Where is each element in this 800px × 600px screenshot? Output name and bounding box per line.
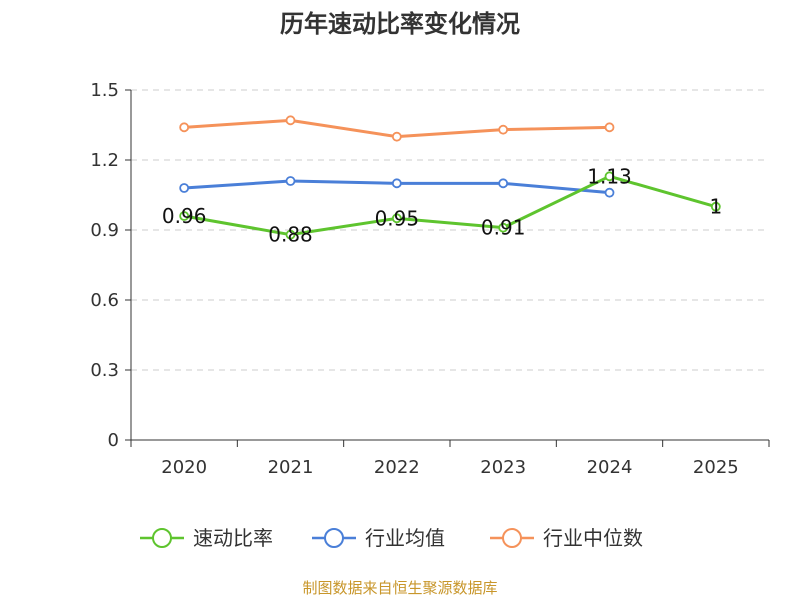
y-tick-label: 0.3 (90, 360, 119, 381)
data-point (285, 115, 296, 126)
data-point (391, 131, 402, 142)
grid-lines (131, 89, 769, 371)
y-tick-label: 1.5 (90, 80, 119, 101)
data-point (604, 122, 615, 133)
source-note: 制图数据来自恒生聚源数据库 (302, 579, 497, 597)
x-tick-label: 2025 (693, 457, 739, 478)
series-2 (179, 115, 615, 142)
data-point (179, 122, 190, 133)
data-label: 0.91 (481, 216, 526, 240)
y-tick-label: 0.6 (90, 290, 119, 311)
series-line (183, 174, 717, 237)
series-group (179, 115, 721, 240)
x-tick-label: 2022 (374, 457, 420, 478)
x-tick-label: 2024 (587, 457, 633, 478)
data-label: 1.13 (587, 164, 632, 188)
data-point (391, 178, 402, 189)
legend-label: 行业中位数 (543, 526, 643, 550)
x-tick-label: 2020 (161, 457, 207, 478)
data-labels: 0.96 0.88 0.95 0.91 1.13 1 (162, 164, 722, 246)
data-label: 0.96 (162, 204, 207, 228)
data-point (391, 213, 402, 224)
data-point (498, 222, 509, 233)
data-label: 0.95 (375, 206, 420, 230)
legend-marker (324, 528, 344, 548)
legend-label: 行业均值 (365, 526, 445, 550)
x-tick-label: 2021 (268, 457, 314, 478)
data-point (710, 201, 721, 212)
data-point (604, 171, 615, 182)
data-point (604, 187, 615, 198)
data-label: 0.88 (268, 223, 313, 247)
legend-item-1[interactable]: 行业均值 (312, 526, 445, 550)
data-point (179, 183, 190, 193)
x-tick-label: 2023 (480, 457, 526, 478)
series-0 (179, 171, 721, 240)
x-axis-ticks: 2020 2021 2022 2023 2024 2025 (130, 440, 770, 478)
y-tick-label: 0 (108, 430, 119, 451)
legend-label: 速动比率 (193, 526, 273, 550)
data-point (179, 211, 190, 221)
chart-title: 历年速动比率变化情况 (280, 10, 520, 38)
y-axis-ticks: 0 0.3 0.6 0.9 1.2 1.5 (90, 80, 131, 451)
data-point (285, 229, 296, 240)
legend-item-2[interactable]: 行业中位数 (490, 526, 643, 550)
y-tick-label: 1.2 (90, 150, 119, 171)
legend-marker (152, 528, 172, 548)
legend: 速动比率 行业均值 行业中位数 (140, 526, 643, 550)
legend-item-0[interactable]: 速动比率 (140, 526, 273, 550)
legend-marker (502, 528, 522, 548)
data-point (285, 176, 296, 186)
data-label: 1 (709, 195, 722, 219)
y-tick-label: 0.9 (90, 220, 119, 241)
data-point (498, 124, 509, 135)
series-1 (179, 176, 615, 198)
data-point (498, 178, 509, 189)
axes (130, 90, 769, 441)
